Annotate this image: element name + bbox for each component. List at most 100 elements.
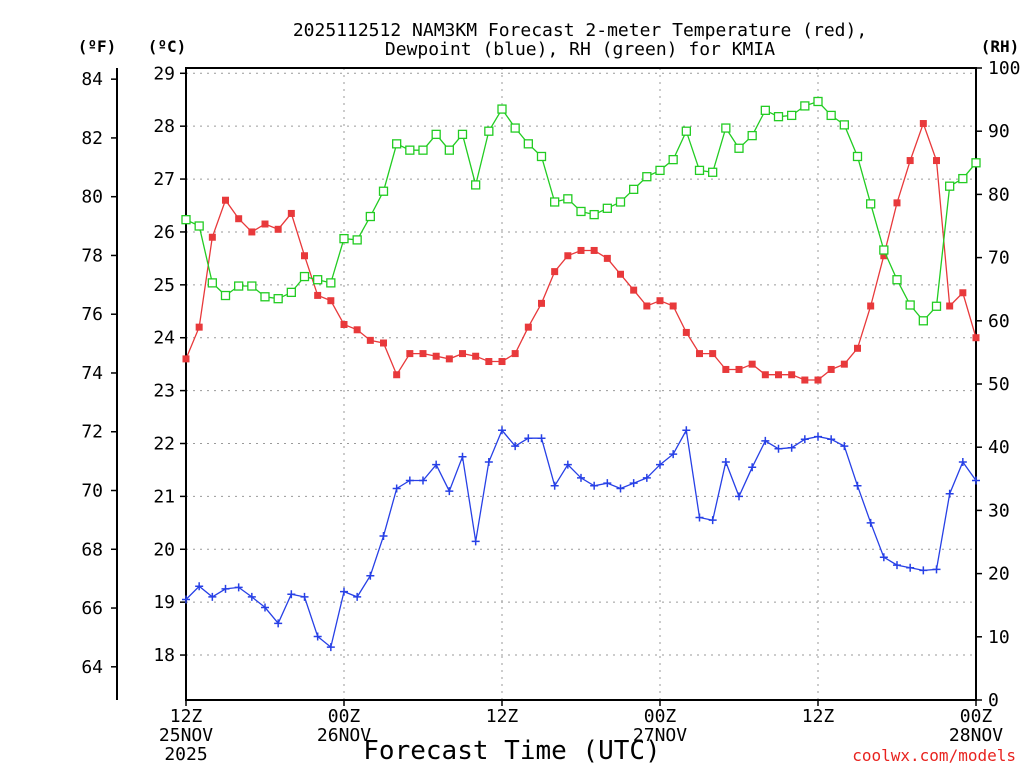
dewpoint-point	[419, 476, 427, 485]
dewpoint-point	[405, 476, 414, 485]
dewpoint-point	[906, 563, 915, 572]
temperature-point	[459, 350, 466, 358]
dewpoint-point	[182, 595, 190, 604]
gridlines	[186, 68, 976, 700]
x-tick-label: 25NOV	[159, 725, 213, 746]
rh-point	[879, 245, 889, 255]
temperature-point	[696, 350, 703, 358]
temperature-point	[748, 360, 756, 368]
temperature-point	[656, 297, 664, 305]
rh-point	[892, 275, 902, 285]
temperature-point	[432, 352, 440, 360]
rh-point	[918, 316, 928, 326]
rh-point	[286, 287, 296, 298]
fahrenheit-tick-label: 80	[81, 187, 103, 208]
fahrenheit-tick-label: 82	[81, 128, 103, 149]
temperature-point	[485, 358, 493, 366]
temperature-point	[524, 323, 532, 331]
rh-point	[708, 167, 718, 177]
temperature-point	[643, 302, 651, 310]
rh-point	[615, 197, 626, 207]
dewpoint-point	[919, 566, 928, 575]
temperature-point	[735, 365, 743, 373]
x-tick-label: 12Z	[486, 706, 519, 727]
temperature-point	[590, 246, 598, 254]
rh-point	[760, 105, 770, 115]
dewpoint-point	[392, 484, 401, 493]
rh-point	[405, 145, 415, 155]
rh-point	[181, 215, 191, 225]
temperature-point	[182, 355, 190, 363]
axes	[116, 67, 977, 701]
rh-point	[194, 221, 204, 231]
rh-point	[813, 96, 823, 107]
rh-point	[773, 112, 784, 122]
temperature-point	[551, 268, 559, 276]
temperature-point	[669, 302, 677, 310]
rh-point	[747, 130, 757, 141]
rh-point	[787, 110, 797, 121]
dewpoint-point	[603, 479, 612, 488]
rh-tick-label: 100	[988, 58, 1021, 79]
fahrenheit-tick-label: 66	[81, 598, 103, 619]
fahrenheit-tick-label: 74	[81, 363, 103, 384]
rh-tick-label: 20	[988, 564, 1010, 585]
rh-point	[234, 281, 244, 291]
temperature-point	[511, 350, 519, 358]
temperature-point	[709, 350, 717, 358]
rh-point	[721, 123, 731, 133]
rh-point	[866, 199, 876, 209]
dewpoint-point	[932, 565, 941, 574]
temperature-point	[380, 339, 387, 347]
dewpoint-point	[484, 458, 493, 467]
temperature-point	[235, 215, 243, 223]
rh-point	[642, 172, 652, 182]
dewpoint-point	[511, 442, 520, 451]
rh-point	[602, 203, 612, 213]
rh-point	[247, 281, 257, 291]
rh-point	[589, 209, 599, 220]
temperature-point	[248, 228, 256, 236]
rh-point	[392, 139, 402, 149]
dewpoint-point	[458, 452, 467, 461]
rh-point	[220, 290, 231, 301]
fahrenheit-tick-label: 78	[81, 245, 103, 266]
temperature-point	[274, 225, 282, 233]
dewpoint-point	[379, 532, 388, 541]
rh-point	[550, 197, 560, 207]
axis-ticks: 84 82 80 78 76 74 72 70 68 66 64 29 28 27 26 25 24 23 22 21…	[81, 58, 1020, 765]
dewpoint-point	[247, 592, 256, 601]
rh-tick-label: 90	[988, 121, 1010, 142]
x-tick-label: 00Z	[644, 706, 677, 727]
rh-point	[378, 186, 389, 196]
chart-title-line1: 2025112512 NAM3KM Forecast 2-meter Tempe…	[293, 20, 867, 41]
x-tick-label: 26NOV	[317, 725, 371, 746]
temperature-point	[445, 355, 453, 363]
dewpoint-point	[616, 484, 625, 493]
rh-tick-label: 30	[988, 500, 1010, 521]
temperature-point	[682, 328, 690, 336]
dewpoint-point	[866, 518, 875, 527]
dewpoint-point	[563, 460, 572, 469]
rh-tick-label: 40	[988, 437, 1010, 458]
dewpoint-point	[221, 584, 230, 593]
dewpoint-point	[642, 473, 651, 482]
rh-point	[734, 143, 744, 153]
celsius-unit-label: (ºC)	[148, 37, 187, 56]
temperature-point	[722, 365, 730, 373]
temperature-point	[538, 299, 545, 307]
dewpoint-point	[550, 481, 559, 490]
x-tick-label: 28NOV	[949, 725, 1003, 746]
x-tick-label: 12Z	[802, 706, 835, 727]
rh-point	[971, 158, 981, 168]
rh-point	[958, 173, 968, 184]
rh-point	[339, 233, 349, 244]
fahrenheit-tick-label: 76	[81, 304, 103, 325]
rh-point	[523, 139, 533, 149]
dewpoint-point	[366, 571, 375, 580]
rh-point	[484, 126, 494, 136]
rh-tick-label: 60	[988, 311, 1010, 332]
temperature-point	[906, 157, 914, 165]
rh-tick-label: 10	[988, 627, 1010, 648]
fahrenheit-unit-label: (ºF)	[78, 37, 117, 56]
